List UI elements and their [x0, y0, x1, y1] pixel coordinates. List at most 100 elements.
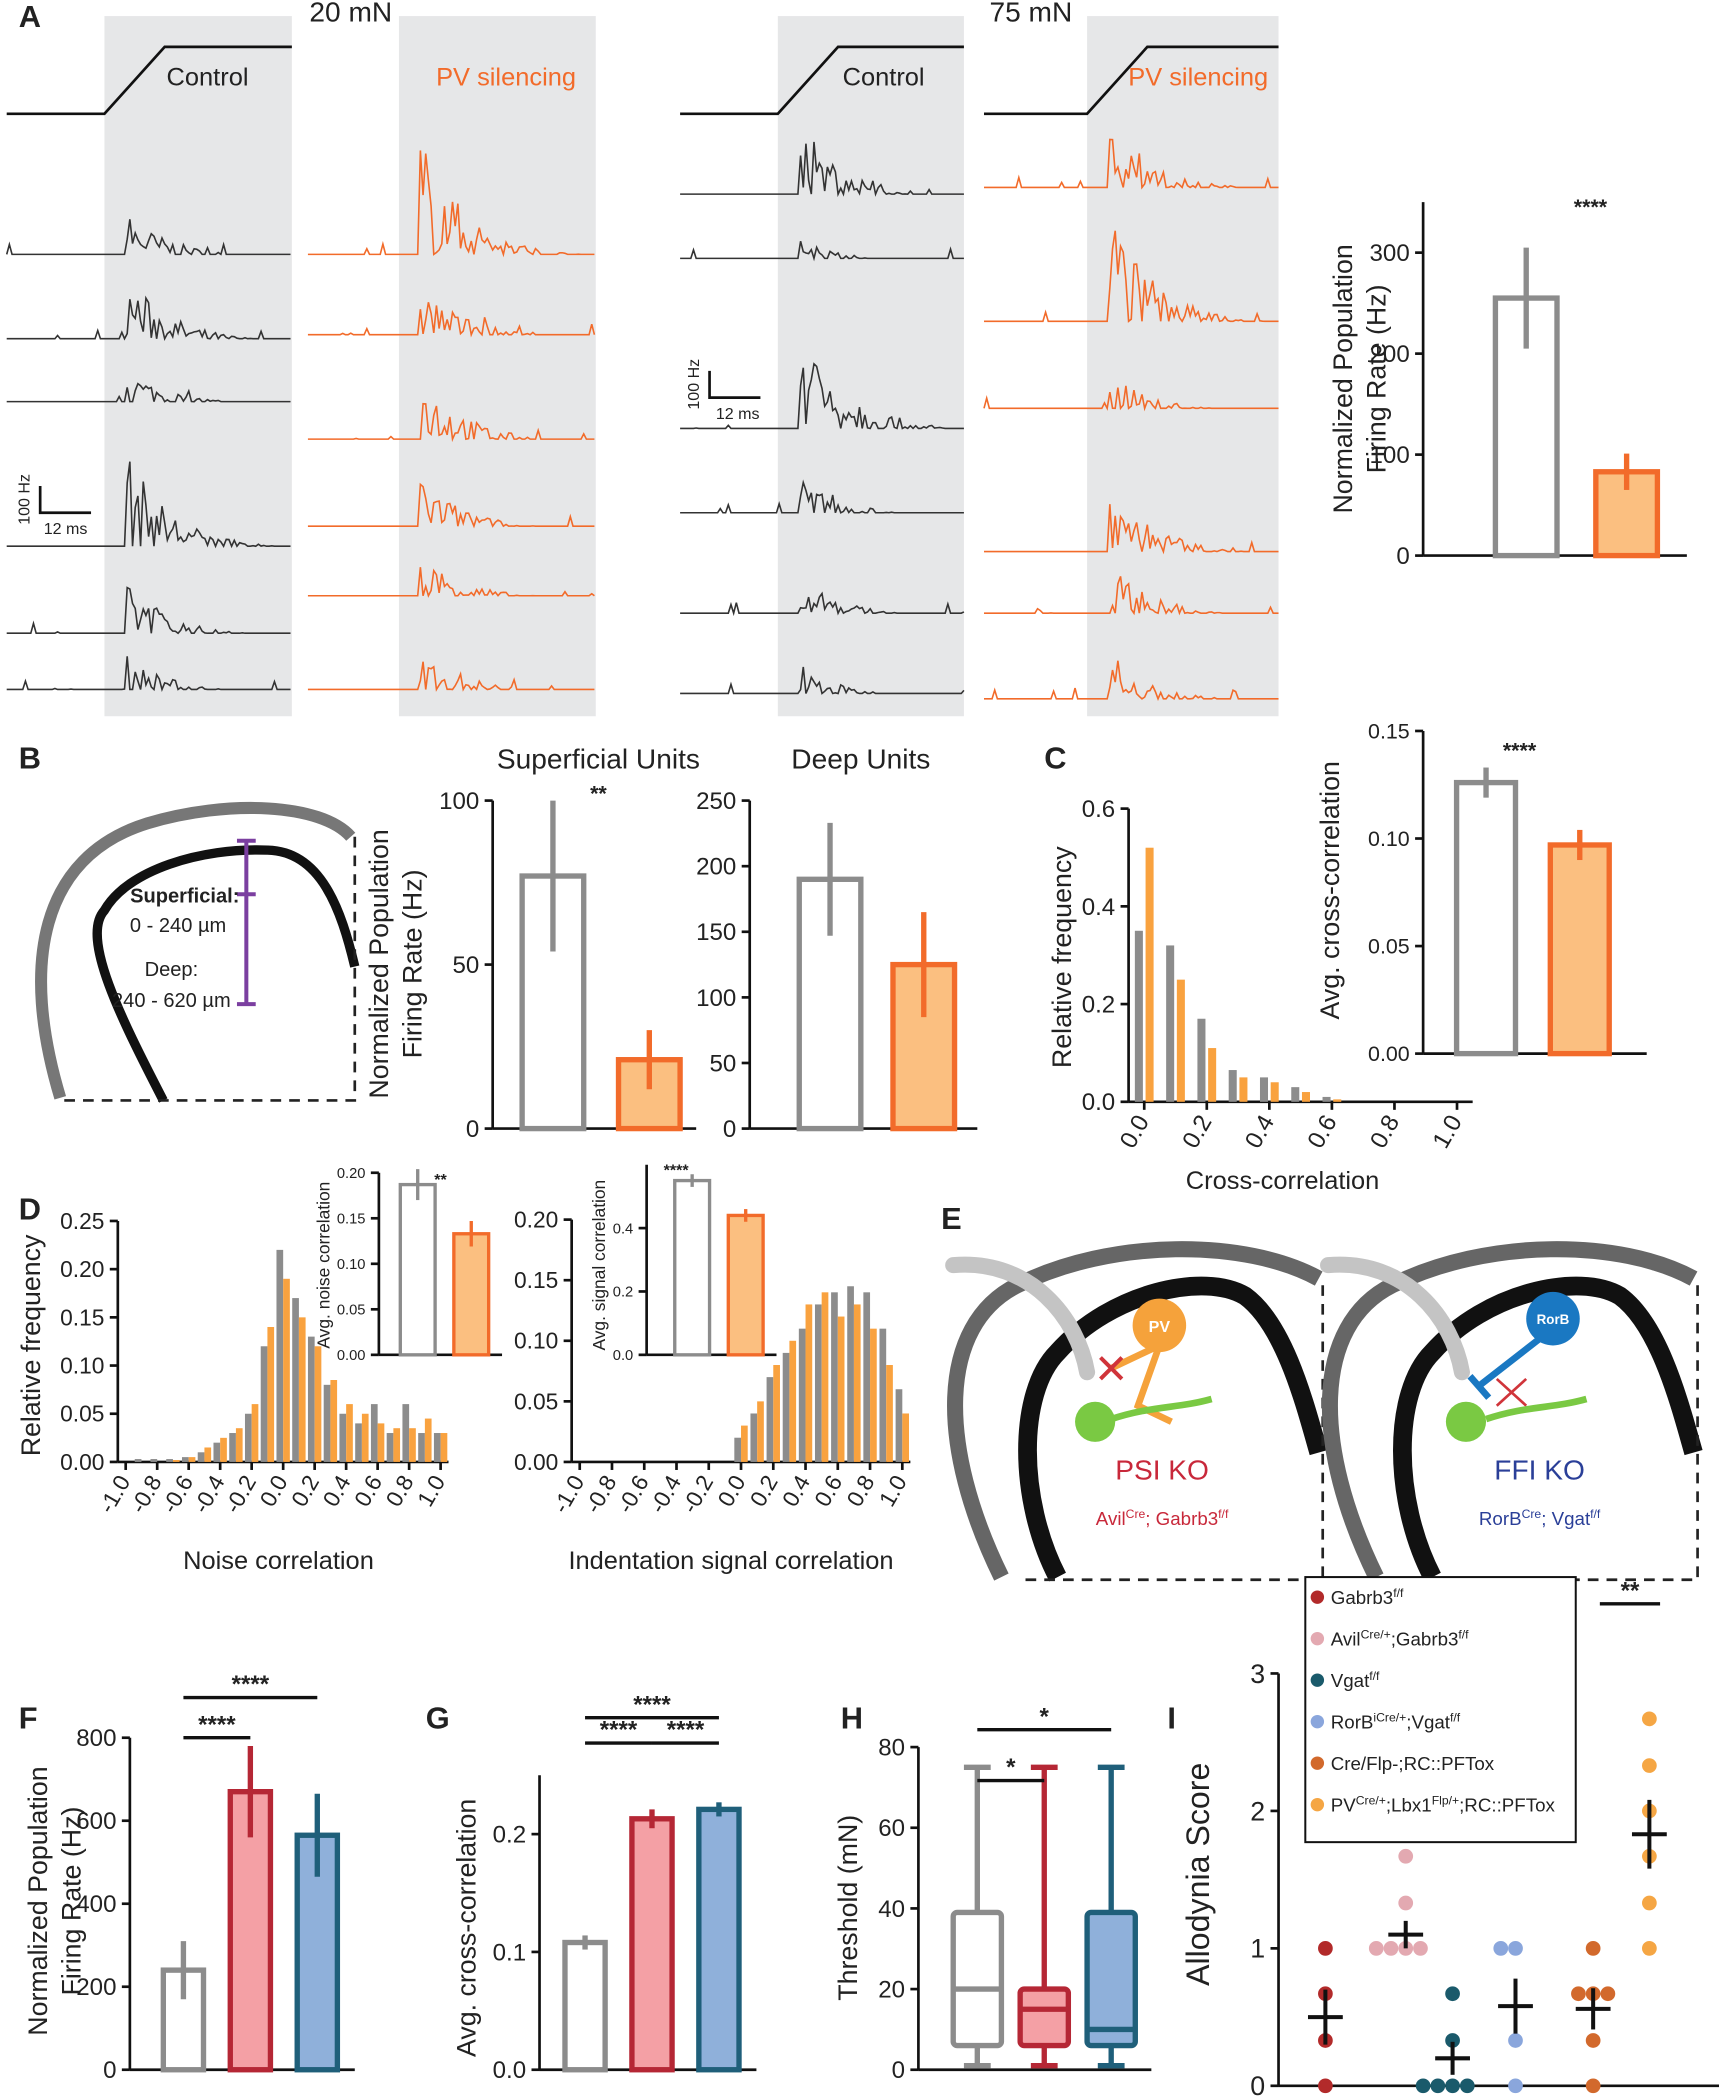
depth-labels: Superficial: 0 - 240 µm Deep: 240 - 620 …	[112, 885, 239, 1011]
neuron	[1445, 1401, 1487, 1442]
y-axis-label: Normalized Population	[23, 1766, 53, 2035]
x-axis-label: Noise correlation	[183, 1547, 374, 1575]
superscript: f/f	[1458, 1627, 1469, 1641]
y-tick-label: 50	[710, 1050, 737, 1077]
y-tick-label: 0.05	[60, 1401, 104, 1427]
significance: ****	[1574, 195, 1608, 219]
circuit-labels: PV RorB PSI KO FFI KO	[1115, 1312, 1585, 1485]
hist-bar	[789, 1340, 797, 1462]
hist-bar	[1228, 1070, 1237, 1102]
panel-label: F	[19, 1700, 38, 1735]
point	[1318, 2078, 1333, 2094]
scale-label: 12 ms	[44, 520, 88, 538]
spike-trace	[984, 504, 1279, 555]
y-axis-label: Normalized Population	[364, 829, 394, 1098]
y-tick-label: 0.05	[1368, 935, 1410, 959]
hist-bar	[276, 1249, 284, 1462]
afferent	[1320, 1256, 1470, 1381]
spike-trace	[984, 138, 1279, 190]
hist-bar	[837, 1316, 845, 1462]
x-tick-label: 0.6	[1302, 1111, 1342, 1153]
bar	[1547, 842, 1612, 1057]
text-part: ; Vgat	[1541, 1508, 1591, 1529]
y-tick-label: 3	[1250, 1659, 1265, 1689]
significance: ****	[600, 1717, 638, 1744]
hist-bar	[847, 1286, 854, 1462]
significance: **	[434, 1171, 447, 1189]
panel-label: G	[426, 1700, 450, 1735]
force-label: 75 mN	[989, 0, 1072, 27]
outline	[1393, 1276, 1703, 1582]
ramp	[984, 45, 1279, 116]
hist-bar	[1176, 979, 1185, 1102]
hist-bar	[1208, 1048, 1217, 1102]
cord-diagram	[35, 801, 360, 1103]
x-tick-label: 1.0	[874, 1471, 912, 1511]
x-tick-label: 1.0	[412, 1471, 450, 1511]
hist-bar	[346, 1404, 353, 1462]
hist-bar	[166, 1459, 173, 1462]
hist-bar	[1322, 1096, 1331, 1102]
panel-label: I	[1167, 1700, 1176, 1735]
spike-trace	[984, 230, 1279, 323]
spike-trace	[5, 219, 291, 256]
x-tick-label: -0.8	[579, 1471, 621, 1518]
x-tick-label: 0.2	[744, 1471, 782, 1511]
hist-bar	[220, 1437, 227, 1462]
bar	[562, 1939, 608, 2073]
x-tick-label: 0.8	[1365, 1111, 1405, 1153]
ramp	[6, 45, 292, 116]
y-axis-label: Firing Rate (Hz)	[1362, 284, 1392, 473]
hist-bar	[244, 1413, 252, 1462]
significance: ****	[633, 1691, 671, 1718]
significance: ****	[667, 1717, 705, 1744]
point	[1571, 1986, 1586, 2002]
scale-label: 100 Hz	[685, 359, 703, 410]
point	[1318, 1940, 1333, 1956]
panel-label: C	[1044, 740, 1066, 775]
y-tick-label: 0.15	[1368, 719, 1410, 743]
significance: *	[1006, 1754, 1016, 1781]
point	[1445, 1986, 1460, 2002]
text-part: Cre/Flp-;RC::PFTox	[1331, 1753, 1495, 1774]
hist-bar	[734, 1437, 742, 1462]
x-tick-label: 0.0	[1115, 1111, 1155, 1153]
y-tick-label: 0.6	[1082, 796, 1115, 823]
y-tick-label: 0.15	[337, 1211, 366, 1227]
hist-bar	[433, 1433, 441, 1462]
hist-bar	[766, 1377, 774, 1462]
hist-bar	[307, 1336, 315, 1462]
y-tick-label: 80	[878, 1735, 905, 1762]
scale-labels: 100 Hz 12 ms 100 Hz 12 ms	[15, 359, 759, 538]
hist-bar	[292, 1298, 299, 1462]
y-tick-label: 0.25	[60, 1208, 104, 1234]
hist-bar	[782, 1352, 790, 1462]
hist-bar	[1291, 1087, 1300, 1102]
hist-bar	[213, 1442, 221, 1462]
hist-bar	[361, 1413, 369, 1462]
y-tick-label: 100	[1370, 442, 1410, 469]
condition-label: PV silencing	[1128, 64, 1268, 92]
spike-trace	[680, 241, 964, 262]
x-tick-label: 0.4	[317, 1471, 355, 1511]
scale-bar	[38, 485, 92, 515]
dendrite	[1110, 1395, 1213, 1423]
hist-bar	[773, 1365, 780, 1462]
y-axis-label: Avg. noise correlation	[313, 1182, 333, 1349]
y-axis-label: Avg. cross-correlation	[1315, 761, 1345, 1019]
cell-label: PV	[1149, 1318, 1171, 1336]
hist-bar	[424, 1418, 432, 1462]
y-tick-label: 2	[1250, 1796, 1265, 1826]
hist-bar	[870, 1328, 877, 1462]
point	[1445, 2078, 1460, 2094]
bar	[519, 873, 587, 1132]
dendrite	[1484, 1395, 1588, 1423]
spike-trace	[984, 576, 1279, 616]
cross	[1495, 1377, 1528, 1407]
panel-a-labels: 20 mN 75 mN Control PV silencing Control…	[167, 0, 1269, 92]
ramp	[680, 45, 964, 116]
x-tick-label: -0.8	[125, 1471, 167, 1518]
legend-swatch	[1310, 1590, 1325, 1604]
